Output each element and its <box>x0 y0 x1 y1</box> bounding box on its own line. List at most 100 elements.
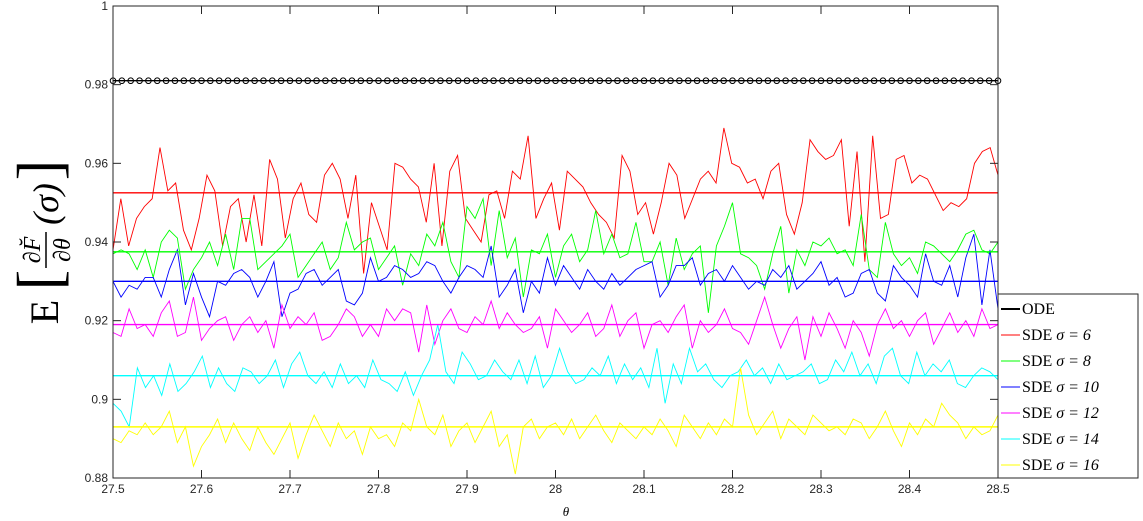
ode-point <box>189 77 196 85</box>
ode-point <box>543 77 550 85</box>
ode-point <box>366 77 373 85</box>
ode-point <box>446 77 453 85</box>
ode-point <box>207 77 214 85</box>
x-tick-label: 27.8 <box>367 482 391 496</box>
y-axis-label-bracket-right: ] <box>6 160 74 181</box>
x-tick-label: 28.1 <box>632 482 656 496</box>
ode-point <box>277 77 285 85</box>
ode-point <box>171 77 179 85</box>
ode-point <box>525 77 533 85</box>
legend: ODE SDE σ = 6 SDE σ = 8 SDE σ = 10 SDE σ = 1… <box>997 293 1139 479</box>
ode-point <box>773 77 781 85</box>
x-tick-label: 28.3 <box>809 482 833 496</box>
ode-point <box>384 77 391 85</box>
ode-point <box>561 77 568 85</box>
ode-point <box>791 77 798 85</box>
ode-point <box>861 77 869 85</box>
ode-point <box>932 77 940 85</box>
ode-point <box>392 77 400 85</box>
ode-point <box>552 77 559 85</box>
x-tick-label: 28.2 <box>721 482 745 496</box>
ode-point <box>269 77 276 85</box>
ode-point <box>667 77 674 85</box>
ode-point <box>145 77 152 85</box>
series-line-sde-6 <box>112 127 999 274</box>
ode-point <box>242 77 250 85</box>
plot-area <box>113 6 998 478</box>
ode-point <box>162 77 170 85</box>
ode-point <box>215 77 223 85</box>
legend-label-sde-6: SDE σ = 6 <box>1022 327 1091 344</box>
ode-point <box>755 77 763 85</box>
ode-point <box>808 77 816 85</box>
ode-point <box>472 77 480 85</box>
ode-point <box>180 77 188 85</box>
ode-point <box>720 77 727 85</box>
series-line-sde-16 <box>112 367 999 475</box>
ode-point <box>348 77 356 85</box>
ode-point <box>782 77 789 85</box>
ode-point <box>578 77 586 85</box>
ode-point <box>968 77 975 85</box>
legend-label-ode: ODE <box>1022 301 1055 318</box>
ode-point <box>915 77 922 85</box>
ode-point <box>826 77 834 85</box>
ode-point <box>198 77 205 85</box>
ode-point <box>357 77 365 85</box>
legend-label-sde-12: SDE σ = 12 <box>1022 405 1099 422</box>
ode-point <box>702 77 710 85</box>
ode-point <box>879 77 887 85</box>
ode-point <box>534 77 542 85</box>
ode-point <box>419 77 427 85</box>
ode-point <box>906 77 913 85</box>
x-tick-label: 28.5 <box>986 482 1010 496</box>
ode-point <box>410 77 418 85</box>
x-axis-label: θ <box>563 504 570 519</box>
series-layer <box>112 127 999 475</box>
series-line-sde-12 <box>112 295 999 361</box>
ode-point <box>658 77 666 85</box>
ode-point <box>401 77 409 85</box>
ode-point <box>375 77 382 85</box>
x-tick-label: 27.6 <box>190 482 214 496</box>
ode-point <box>676 77 683 85</box>
ode-point <box>746 77 754 85</box>
ticks-layer <box>112 5 999 479</box>
ode-point <box>454 77 462 85</box>
x-tick-labels: 27.5 27.6 27.7 27.8 27.9 28 28.1 28.2 28.3 28.4 28… <box>101 482 1010 496</box>
ode-point <box>897 77 904 85</box>
legend-label-sde-14: SDE σ = 14 <box>1022 431 1099 448</box>
ode-point <box>295 77 303 85</box>
ode-point <box>941 77 949 85</box>
ode-point <box>817 77 825 85</box>
series-line-sde-8 <box>112 196 999 313</box>
y-axis-label-argument: (σ) <box>26 183 66 225</box>
series-line-sde-14 <box>112 324 999 429</box>
ode-point <box>729 77 736 85</box>
ode-point <box>118 77 126 85</box>
ode-point <box>923 77 931 85</box>
legend-label-sde-16: SDE σ = 16 <box>1022 457 1099 474</box>
ode-point <box>322 77 329 85</box>
ode-point <box>339 77 347 85</box>
ode-point <box>693 77 701 85</box>
ode-point <box>631 77 639 85</box>
ode-point <box>286 77 294 85</box>
ode-point <box>516 77 524 85</box>
ode-point <box>800 77 807 85</box>
y-tick-label: 0.94 <box>85 235 109 249</box>
y-axis-label-prefix: E <box>22 300 67 324</box>
ode-point <box>251 77 258 85</box>
ode-point <box>463 77 471 85</box>
ode-markers-layer <box>109 77 1002 85</box>
legend-label-sde-8: SDE σ = 8 <box>1022 353 1091 370</box>
y-tick-label: 1 <box>101 0 108 13</box>
ode-point <box>950 77 958 85</box>
ode-point <box>330 77 338 85</box>
ode-point <box>490 77 497 85</box>
ode-point <box>499 77 506 85</box>
ode-point <box>764 77 772 85</box>
x-tick-label: 27.5 <box>101 482 125 496</box>
ode-point <box>136 77 143 85</box>
